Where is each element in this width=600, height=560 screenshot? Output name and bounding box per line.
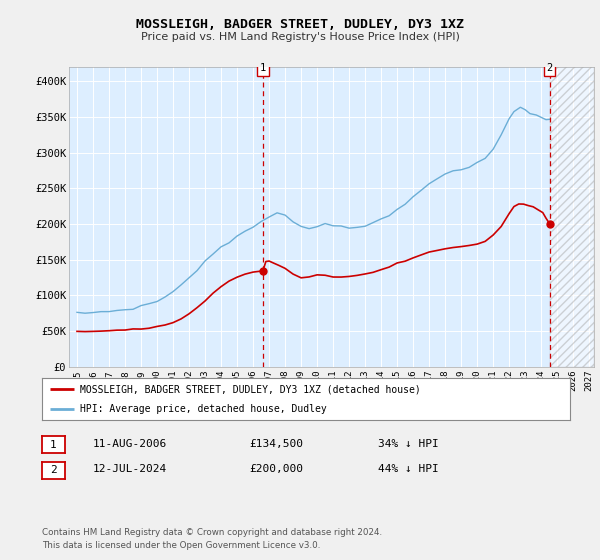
Text: £134,500: £134,500 bbox=[249, 438, 303, 449]
Text: 1: 1 bbox=[50, 440, 57, 450]
Text: MOSSLEIGH, BADGER STREET, DUDLEY, DY3 1XZ (detached house): MOSSLEIGH, BADGER STREET, DUDLEY, DY3 1X… bbox=[80, 384, 421, 394]
Text: 44% ↓ HPI: 44% ↓ HPI bbox=[378, 464, 439, 474]
Text: 34% ↓ HPI: 34% ↓ HPI bbox=[378, 438, 439, 449]
FancyBboxPatch shape bbox=[544, 60, 556, 76]
Text: 2: 2 bbox=[547, 63, 553, 73]
Text: Price paid vs. HM Land Registry's House Price Index (HPI): Price paid vs. HM Land Registry's House … bbox=[140, 32, 460, 42]
Text: 12-JUL-2024: 12-JUL-2024 bbox=[93, 464, 167, 474]
Text: £200,000: £200,000 bbox=[249, 464, 303, 474]
Text: 2: 2 bbox=[50, 465, 57, 475]
Text: Contains HM Land Registry data © Crown copyright and database right 2024.
This d: Contains HM Land Registry data © Crown c… bbox=[42, 529, 382, 550]
Text: HPI: Average price, detached house, Dudley: HPI: Average price, detached house, Dudl… bbox=[80, 404, 327, 414]
Text: 11-AUG-2006: 11-AUG-2006 bbox=[93, 438, 167, 449]
FancyBboxPatch shape bbox=[257, 60, 269, 76]
Text: MOSSLEIGH, BADGER STREET, DUDLEY, DY3 1XZ: MOSSLEIGH, BADGER STREET, DUDLEY, DY3 1X… bbox=[136, 18, 464, 31]
Text: 1: 1 bbox=[260, 63, 266, 73]
